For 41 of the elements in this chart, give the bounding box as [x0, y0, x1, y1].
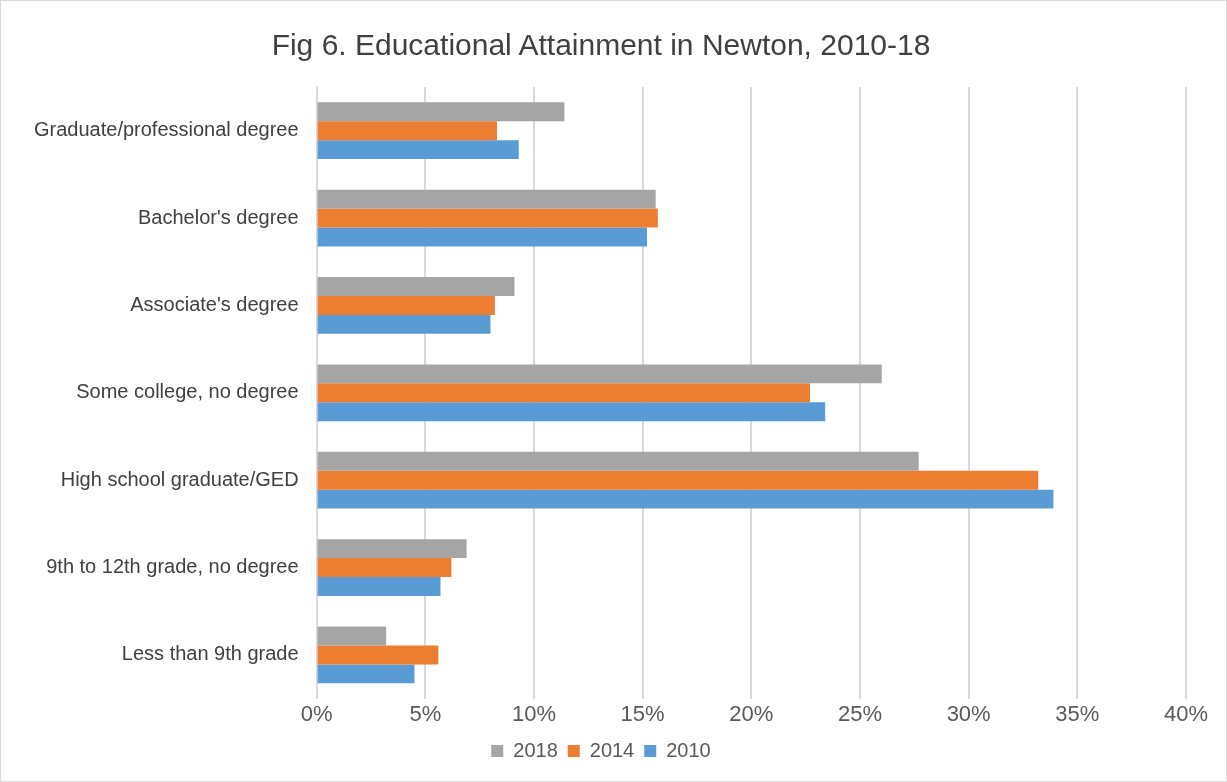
- y-tick-label: High school graduate/GED: [60, 467, 299, 490]
- bar: [317, 227, 647, 247]
- bar: [317, 489, 1054, 509]
- x-tick-label: 20%: [729, 700, 774, 726]
- x-tick-label: 5%: [409, 700, 442, 726]
- x-tick-label: 35%: [1055, 700, 1100, 726]
- bar: [317, 383, 810, 403]
- bar: [317, 645, 439, 665]
- bar: [317, 189, 656, 209]
- y-tick-label: Bachelor's degree: [138, 205, 299, 228]
- legend-label: 2014: [589, 738, 635, 761]
- x-tick-label: 25%: [837, 700, 883, 726]
- bar: [317, 558, 452, 578]
- bar: [317, 470, 1039, 490]
- y-tick-label: Less than 9th grade: [121, 642, 299, 665]
- bar: [317, 402, 826, 422]
- legend-label: 2018: [513, 738, 558, 761]
- bar: [317, 539, 467, 559]
- bar: [317, 577, 441, 596]
- x-tick-label: 15%: [620, 700, 665, 726]
- bar: [317, 295, 495, 315]
- bar: [317, 364, 882, 384]
- y-tick-label: Some college, no degree: [76, 380, 299, 403]
- x-tick-label: 10%: [511, 700, 556, 726]
- legend-label: 2010: [666, 738, 711, 761]
- x-tick-label: 0%: [300, 700, 333, 726]
- bar: [317, 140, 519, 160]
- y-tick-label: Associate's degree: [130, 292, 299, 315]
- bar: [317, 102, 565, 122]
- bar: [317, 208, 658, 228]
- x-tick-label: 30%: [946, 700, 991, 726]
- bar: [317, 451, 919, 471]
- bar: [317, 277, 515, 296]
- bar: [317, 121, 498, 141]
- bar: [317, 664, 415, 684]
- x-tick-label: 40%: [1163, 700, 1209, 726]
- y-tick-label: 9th to 12th grade, no degree: [46, 555, 299, 578]
- y-tick-label: Graduate/professional degree: [33, 118, 299, 141]
- chart-title: Fig 6. Educational Attainment in Newton, 2010-18: [271, 28, 931, 62]
- bar: [317, 314, 491, 334]
- bar: [317, 626, 387, 646]
